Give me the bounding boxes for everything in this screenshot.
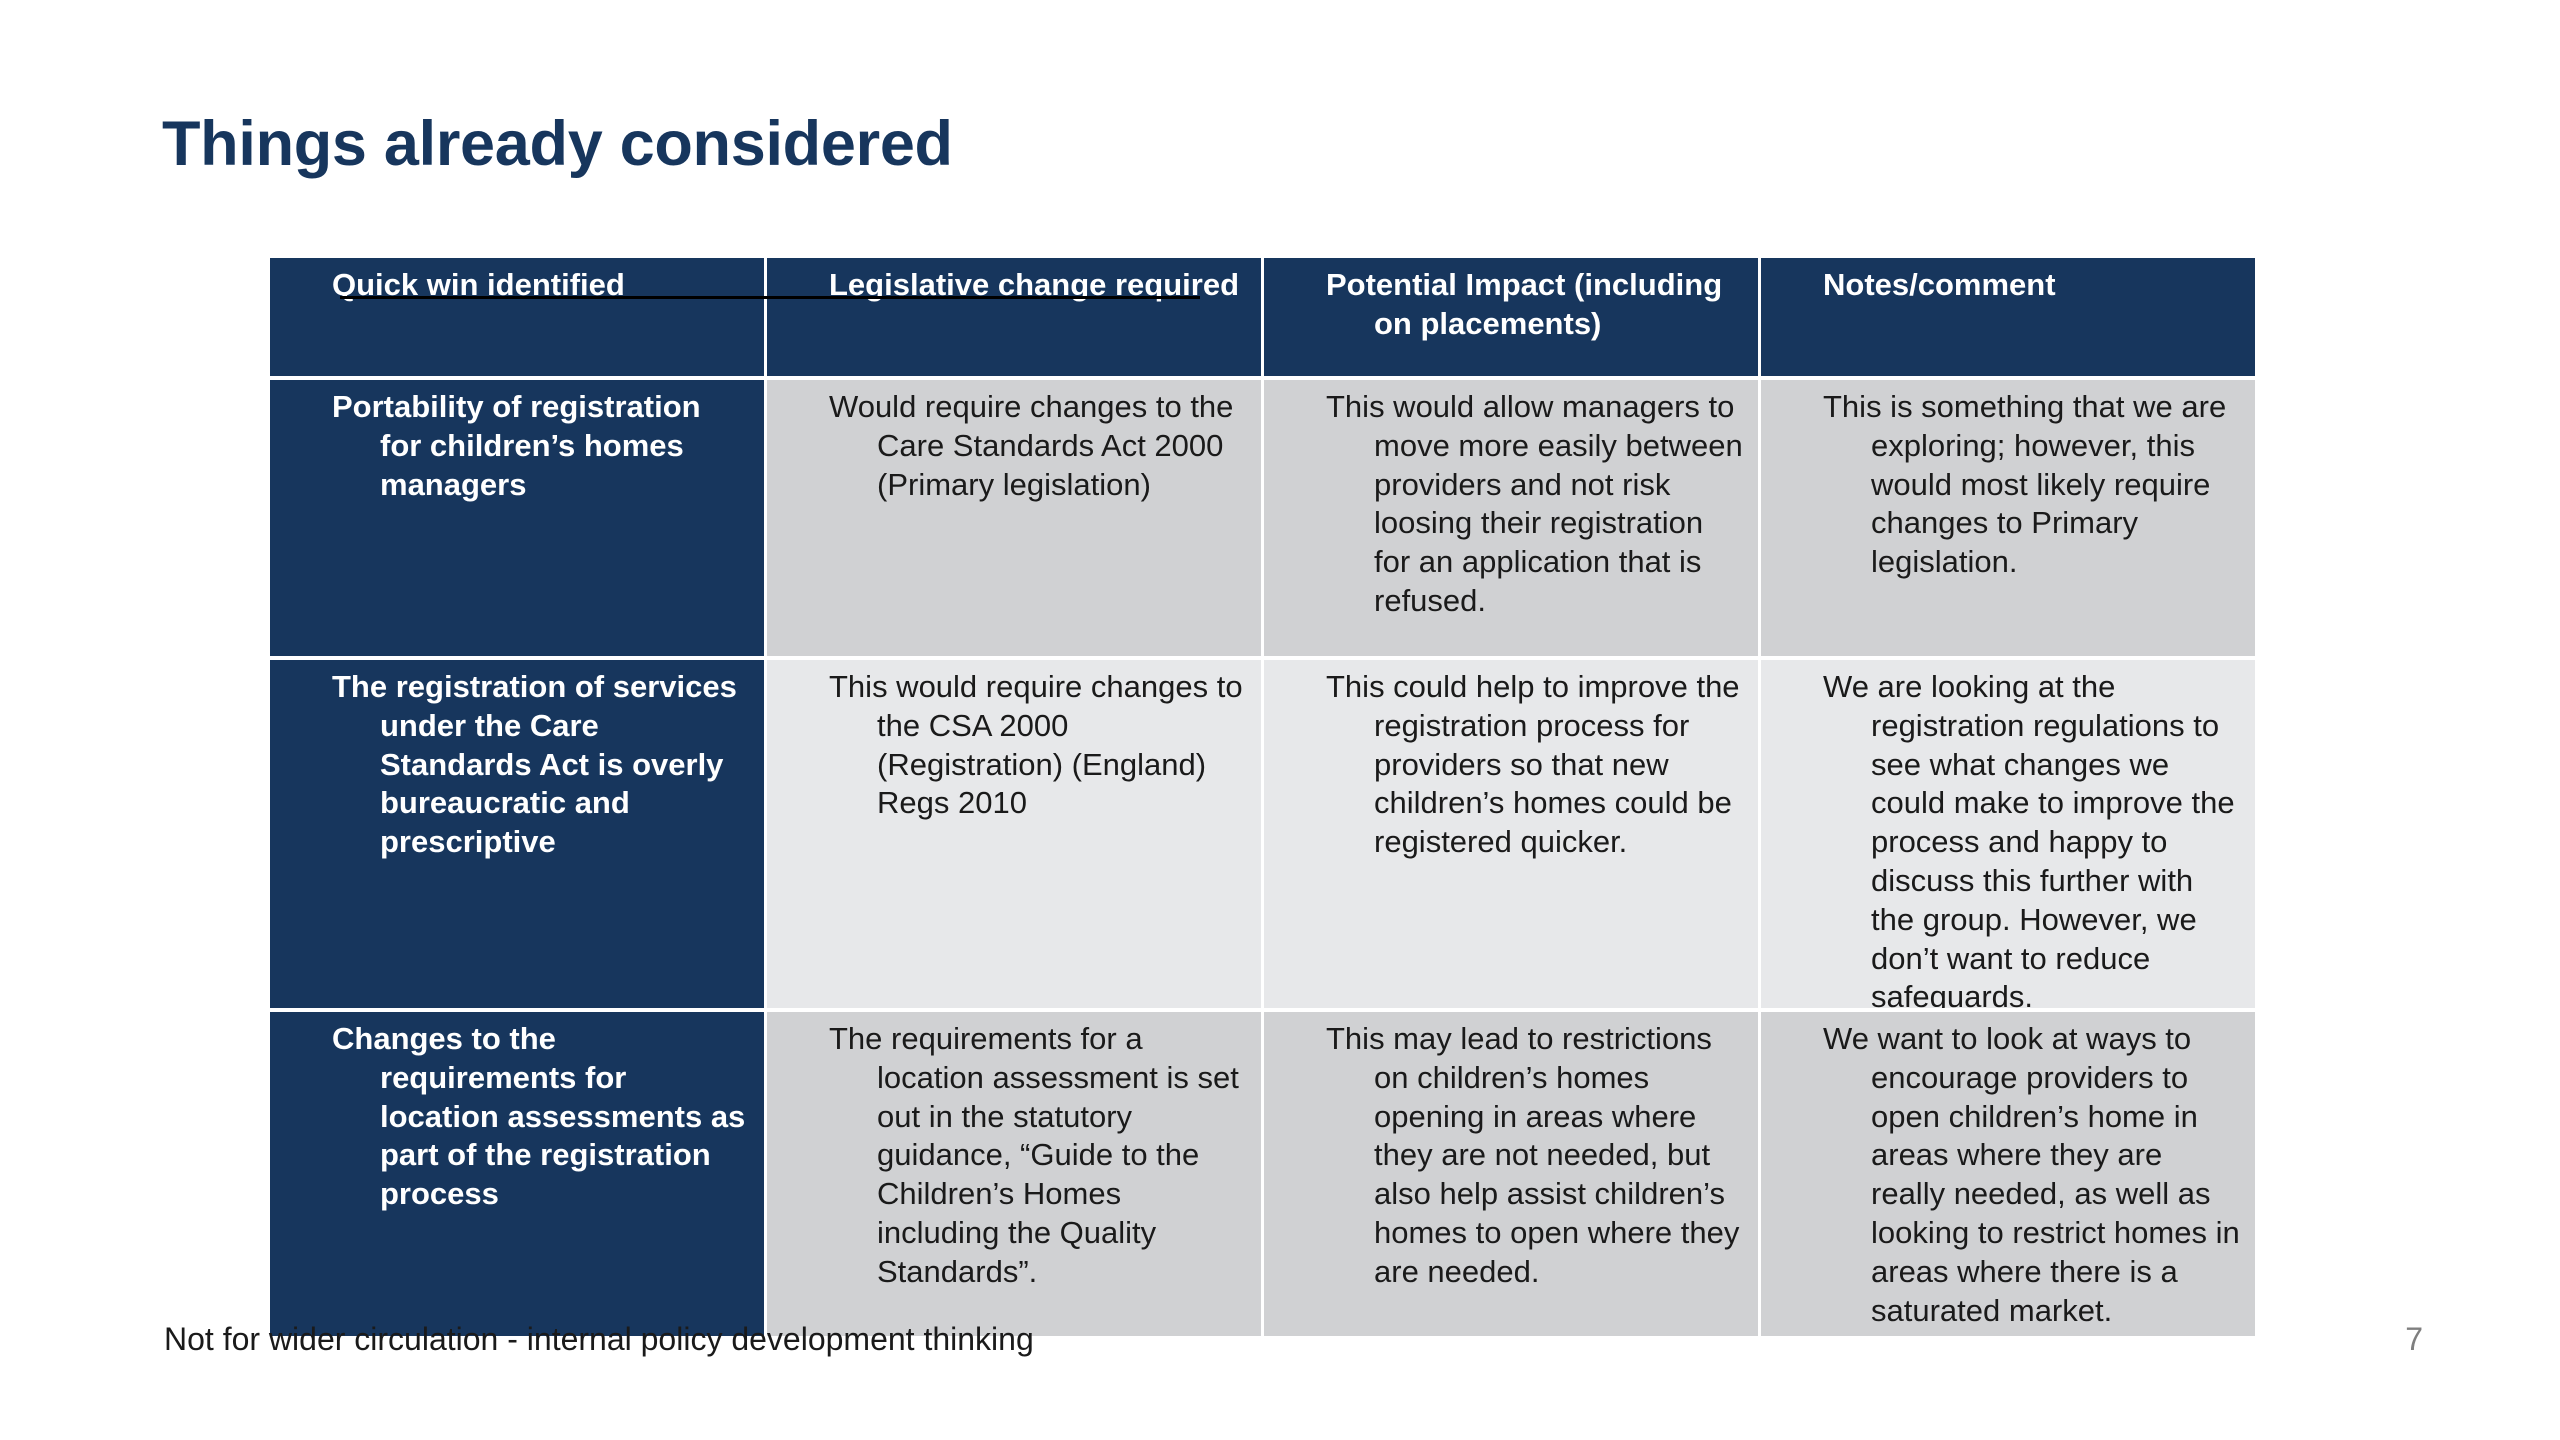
table-cell: The requirements for a location assessme… <box>767 1012 1261 1336</box>
table-cell: We want to look at ways to encourage pro… <box>1761 1012 2255 1336</box>
quick-win-text: Portability of registration for children… <box>332 389 701 502</box>
legislative-change-text: The requirements for a location assessme… <box>829 1021 1239 1289</box>
table-cell: This would require changes to the CSA 20… <box>767 660 1261 1008</box>
table-cell: Would require changes to the Care Standa… <box>767 380 1261 656</box>
column-header-legislative-change: Legislative change required <box>767 258 1261 376</box>
table-cell: This may lead to restrictions on childre… <box>1264 1012 1758 1336</box>
impact-text: This could help to improve the registrat… <box>1326 669 1740 860</box>
column-header-quick-win: Quick win identified <box>270 258 764 376</box>
legislative-change-text: Would require changes to the Care Standa… <box>829 389 1234 502</box>
table-cell: This could help to improve the registrat… <box>1264 660 1758 1008</box>
quick-win-text: The registration of services under the C… <box>332 669 737 860</box>
table-row-header: Changes to the requirements for location… <box>270 1012 764 1336</box>
quick-wins-table: Quick win identified Legislative change … <box>270 258 2255 1336</box>
notes-text: This is something that we are exploring;… <box>1823 389 2227 580</box>
header-underline-rule <box>340 296 1200 299</box>
slide-title: Things already considered <box>162 109 953 179</box>
impact-text: This may lead to restrictions on childre… <box>1326 1021 1740 1289</box>
footer-note: Not for wider circulation - internal pol… <box>164 1321 1034 1357</box>
table-cell: We are looking at the registration regul… <box>1761 660 2255 1008</box>
page-number: 7 <box>2405 1321 2423 1357</box>
legislative-change-text: This would require changes to the CSA 20… <box>829 669 1243 821</box>
quick-win-text: Changes to the requirements for location… <box>332 1021 746 1212</box>
column-header-label: Potential Impact (including on placement… <box>1326 267 1723 341</box>
table-cell: This would allow managers to move more e… <box>1264 380 1758 656</box>
table-row-header: The registration of services under the C… <box>270 660 764 1008</box>
table-row-header: Portability of registration for children… <box>270 380 764 656</box>
notes-text: We want to look at ways to encourage pro… <box>1823 1021 2240 1328</box>
column-header-label: Notes/comment <box>1823 267 2056 302</box>
column-header-notes: Notes/comment <box>1761 258 2255 376</box>
impact-text: This would allow managers to move more e… <box>1326 389 1743 618</box>
notes-text: We are looking at the registration regul… <box>1823 669 2235 1008</box>
column-header-potential-impact: Potential Impact (including on placement… <box>1264 258 1758 376</box>
table-cell: This is something that we are exploring;… <box>1761 380 2255 656</box>
